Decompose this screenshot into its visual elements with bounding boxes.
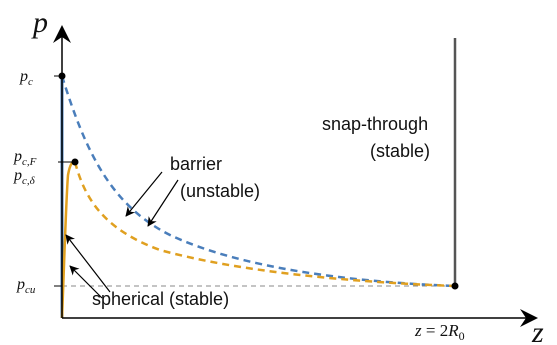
pcF-label: pc,F: [13, 148, 37, 168]
spherical-arrow-orange: [69, 265, 103, 299]
x-marker-lhs: z: [414, 321, 422, 340]
x-marker-rhs: R: [447, 321, 459, 340]
snap-through-label-line2: (stable): [370, 141, 430, 161]
x-marker-eq: = 2: [422, 321, 449, 340]
pcF-label-main: p: [13, 148, 22, 165]
blue-barrier-curve: [60, 75, 456, 288]
end-point: [451, 282, 459, 290]
snap-through-label-line1: snap-through: [322, 114, 428, 134]
barrier-label-line2: (unstable): [180, 181, 260, 201]
orange-spherical-branch: [60, 160, 76, 319]
pc-label-main: p: [19, 68, 28, 85]
pcdelta-label: pc,δ: [13, 167, 36, 187]
barrier-arrow-orange: [147, 179, 179, 227]
orange-barrier-curve: [73, 161, 456, 288]
barrier-arrow-blue: [125, 171, 163, 217]
pcu-label: pcu: [16, 276, 36, 296]
pc-label-sub: c: [28, 76, 33, 88]
pcdelta-label-main: p: [13, 167, 22, 184]
spherical-arrow-blue: [65, 234, 111, 293]
pcdelta-label-sub: c,δ: [22, 175, 36, 187]
pcF-label-sub: c,F: [22, 156, 37, 168]
barrier-label-line1: barrier: [170, 154, 222, 174]
pcu-label-sub: cu: [25, 284, 36, 296]
pc-label: pc: [19, 68, 33, 88]
y-axis-label: p: [31, 6, 48, 39]
pcu-label-main: p: [16, 276, 25, 293]
spherical-label: spherical (stable): [92, 289, 229, 309]
x-marker-sub: 0: [459, 329, 465, 343]
x-marker-label: z = 2R0: [414, 321, 465, 343]
x-axis-label: z: [531, 316, 544, 345]
